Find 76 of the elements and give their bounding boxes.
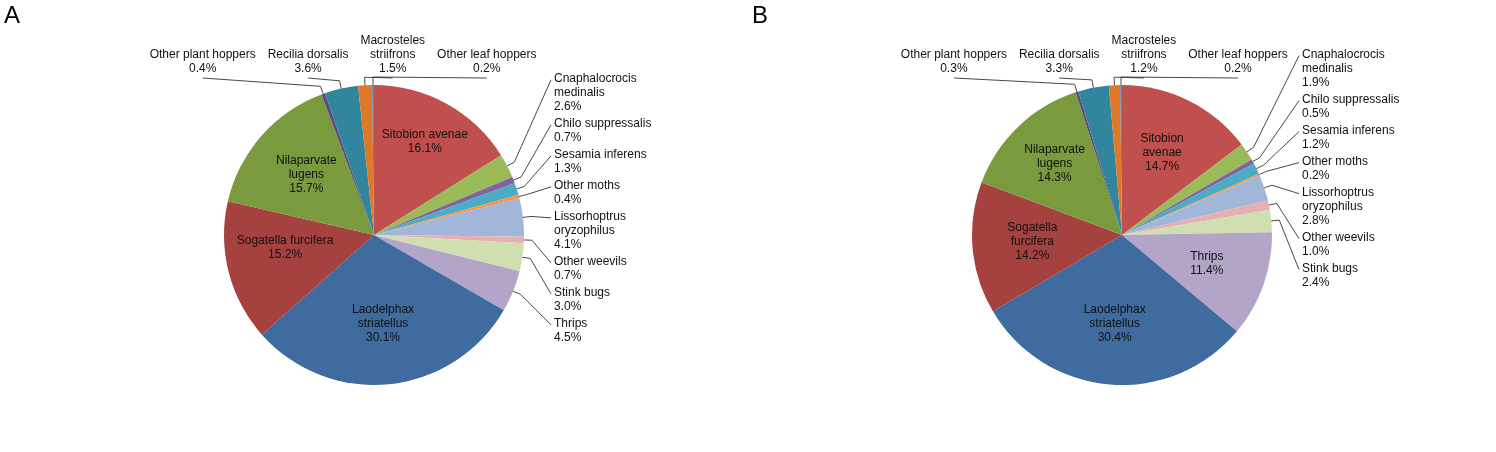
- slice-label: Other plant hoppers: [149, 47, 256, 61]
- slice-label: Sesamia inferens: [554, 146, 647, 161]
- data-label: 14.7%: [1145, 159, 1180, 174]
- data-label: 14.2%: [1015, 247, 1050, 262]
- pie-slice: [227, 94, 374, 235]
- slice-label: Laodelphax striatellus: [1083, 301, 1146, 330]
- slice-label: Other moths: [1302, 153, 1369, 168]
- data-label: 16.1%: [407, 141, 443, 156]
- slice-label: Macrosteles striifrons: [360, 33, 426, 61]
- slice-label: Macrosteles striifrons: [1111, 33, 1177, 61]
- pie-slice: [1122, 209, 1272, 235]
- slice-label: Chilo suppressalis: [1302, 91, 1400, 106]
- pie-slice: [374, 155, 513, 235]
- pie-slice: [374, 235, 524, 272]
- slice-label: Other plant hoppers: [900, 47, 1007, 61]
- data-label: 0.4%: [554, 191, 582, 206]
- data-label: 1.9%: [1302, 74, 1330, 89]
- data-label: 4.1%: [554, 236, 582, 251]
- slice-label: Lissorhoptrus oryzophilus: [554, 208, 627, 237]
- data-label: 15.2%: [268, 246, 303, 261]
- data-label: 2.8%: [1302, 212, 1330, 227]
- slice-label: Other leaf hoppers: [437, 47, 537, 61]
- slice-label: Sitobion avenae: [381, 127, 469, 142]
- slice-label: Stink bugs: [554, 284, 611, 299]
- data-label: 3.3%: [1045, 61, 1074, 75]
- data-label: 0.4%: [188, 61, 217, 75]
- data-label: 0.2%: [1224, 61, 1252, 75]
- slice-label: Laodelphax striatellus: [351, 301, 415, 330]
- data-label: 4.5%: [554, 329, 582, 344]
- data-label: 0.2%: [1302, 167, 1330, 182]
- chart-title: B: [752, 1, 769, 28]
- slice-label: Recilia dorsalis: [267, 47, 349, 61]
- data-label: 11.4%: [1190, 262, 1224, 277]
- slice-label: Cnaphalocrocis medinalis: [554, 70, 637, 99]
- pie-slice: [1122, 85, 1242, 235]
- data-label: 0.3%: [940, 61, 968, 75]
- slice-label: Nilaparvate lugens: [1024, 141, 1086, 170]
- data-label: 2.4%: [1302, 274, 1330, 289]
- slice-label: Thrips: [554, 315, 588, 330]
- slice-label: Other leaf hoppers: [1188, 47, 1288, 61]
- slice-label: Lissorhoptrus oryzophilus: [1302, 184, 1375, 213]
- slice-label: Recilia dorsalis: [1018, 47, 1100, 61]
- pie-slice: [1122, 200, 1270, 235]
- data-label: 0.7%: [554, 129, 582, 144]
- data-label: 1.0%: [1302, 243, 1330, 258]
- slice-label: Other moths: [554, 177, 621, 192]
- chart-title: A: [4, 1, 21, 28]
- slice-label: Nilaparvate lugens: [276, 152, 338, 181]
- data-label: 30.4%: [1097, 329, 1132, 344]
- data-label: 2.6%: [554, 98, 582, 113]
- data-label: 15.7%: [289, 180, 324, 195]
- data-label: 3.0%: [554, 298, 582, 313]
- pie-slice: [1122, 144, 1252, 235]
- data-label: 0.5%: [1302, 105, 1330, 120]
- slice-label: Sogatella furcifera: [236, 232, 334, 247]
- data-label: 1.5%: [379, 61, 407, 75]
- data-label: 0.7%: [554, 267, 582, 282]
- data-label: 3.6%: [294, 61, 323, 75]
- data-label: 1.3%: [554, 160, 582, 175]
- slice-label: Stink bugs: [1302, 260, 1359, 275]
- pie-slice: [992, 235, 1237, 385]
- slice-label: Sogatella furcifera: [1007, 219, 1058, 248]
- slice-label: Thrips: [1190, 248, 1224, 263]
- slice-label: Sitobion avenae: [1140, 131, 1184, 160]
- data-label: 30.1%: [366, 329, 401, 344]
- slice-label: Other weevils: [554, 253, 627, 268]
- slice-label: Chilo suppressalis: [554, 115, 652, 130]
- slice-label: Sesamia inferens: [1302, 122, 1395, 137]
- data-label: 0.2%: [473, 61, 501, 75]
- pie-slice: [981, 92, 1122, 235]
- data-label: 1.2%: [1130, 61, 1158, 75]
- data-label: 1.2%: [1302, 136, 1330, 151]
- slice-label: Cnaphalocrocis medinalis: [1302, 46, 1385, 75]
- slice-label: Other weevils: [1302, 229, 1375, 244]
- data-label: 14.3%: [1037, 169, 1072, 184]
- pie-slice: [374, 85, 502, 235]
